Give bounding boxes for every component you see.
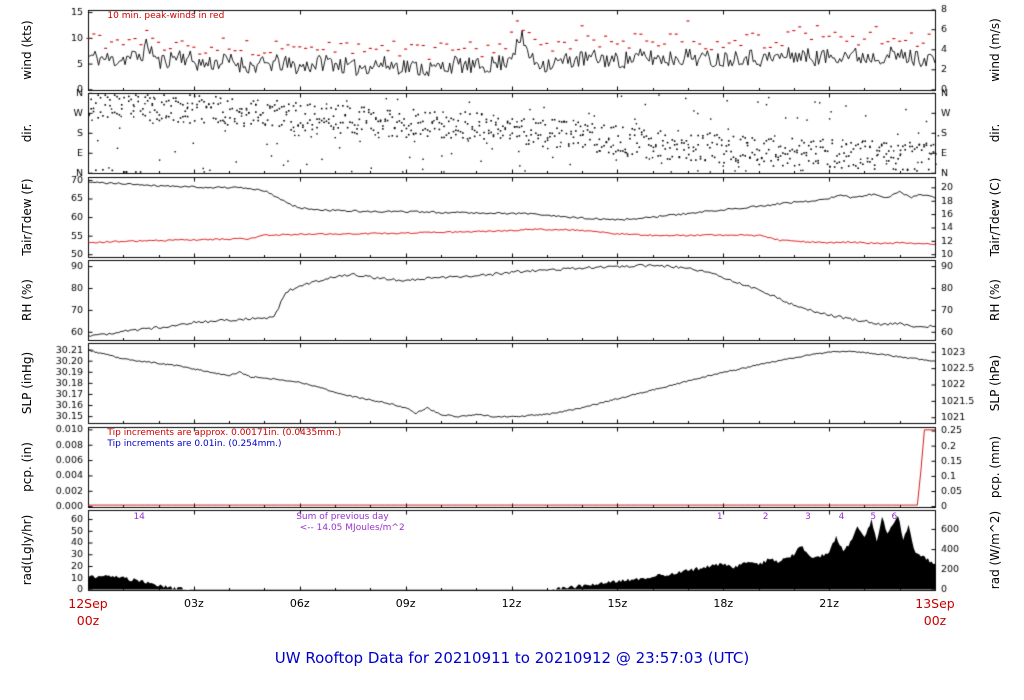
x-tick-label-18z: 18z <box>713 597 734 610</box>
chart-annotation-rad-6: 4 <box>838 511 845 522</box>
axis-label-right-slp: SLP (hPa) <box>988 355 1002 412</box>
chart-annotation-rad-5: 3 <box>805 511 811 522</box>
x-axis-start-hour: 00z <box>76 613 100 628</box>
axis-label-right-dir: dir. <box>988 123 1002 143</box>
axis-label-left-rh: RH (%) <box>20 279 34 321</box>
chart-annotation-wind-0: 10 min. peak-winds in red <box>107 11 225 22</box>
x-axis-end-hour: 00z <box>923 613 947 628</box>
axis-label-left-pcp: pcp. (in) <box>20 441 34 492</box>
chart-annotation-rad-2: <-- 14.05 MJoules/m^2 <box>299 522 405 533</box>
x-tick-label-12z: 12z <box>501 597 522 610</box>
axis-label-left-rad: rad(Lgly/hr) <box>20 514 34 586</box>
chart-annotation-pcp-0: Tip increments are approx. 0.00171in. (0… <box>107 428 342 439</box>
axis-label-right-temp: Tair/Tdew (C) <box>988 177 1002 256</box>
x-tick-label-21z: 21z <box>819 597 840 610</box>
axis-label-right-rad: rad (W/m^2) <box>988 510 1002 590</box>
chart-annotation-rad-3: 1 <box>716 511 723 522</box>
chart-title: UW Rooftop Data for 20210911 to 20210912… <box>274 649 750 667</box>
axis-label-left-slp: SLP (inHg) <box>20 352 34 415</box>
axis-label-right-pcp: pcp. (mm) <box>988 435 1002 498</box>
chart-annotation-rad-1: Sum of previous day <box>296 511 389 522</box>
x-tick-label-03z: 03z <box>183 597 204 610</box>
x-tick-label-06z: 06z <box>289 597 310 610</box>
x-axis-end-date: 13Sep <box>915 596 955 611</box>
axis-label-left-dir: dir. <box>20 123 34 143</box>
chart-annotation-rad-4: 2 <box>762 511 769 522</box>
x-tick-label-15z: 15z <box>607 597 628 610</box>
chart-annotation-rad-7: 5 <box>870 511 877 522</box>
x-axis-start-date: 12Sep <box>68 596 108 611</box>
axis-label-right-rh: RH (%) <box>988 279 1002 321</box>
chart-annotation-pcp-1: Tip increments are 0.01in. (0.254mm.) <box>107 438 282 449</box>
x-tick-label-09z: 09z <box>395 597 416 610</box>
axis-label-left-temp: Tair/Tdew (F) <box>20 178 34 256</box>
axis-label-right-wind: wind (m/s) <box>988 18 1002 82</box>
axis-label-left-wind: wind (kts) <box>20 20 34 80</box>
chart-annotation-rad-8: 6 <box>891 511 898 522</box>
chart-annotation-rad-0: 14 <box>133 511 145 522</box>
